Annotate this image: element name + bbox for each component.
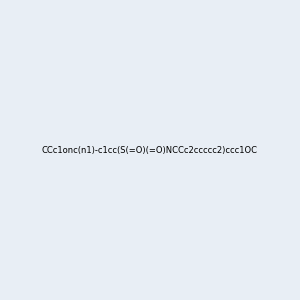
Text: CCc1onc(n1)-c1cc(S(=O)(=O)NCCc2ccccc2)ccc1OC: CCc1onc(n1)-c1cc(S(=O)(=O)NCCc2ccccc2)cc…: [42, 146, 258, 154]
